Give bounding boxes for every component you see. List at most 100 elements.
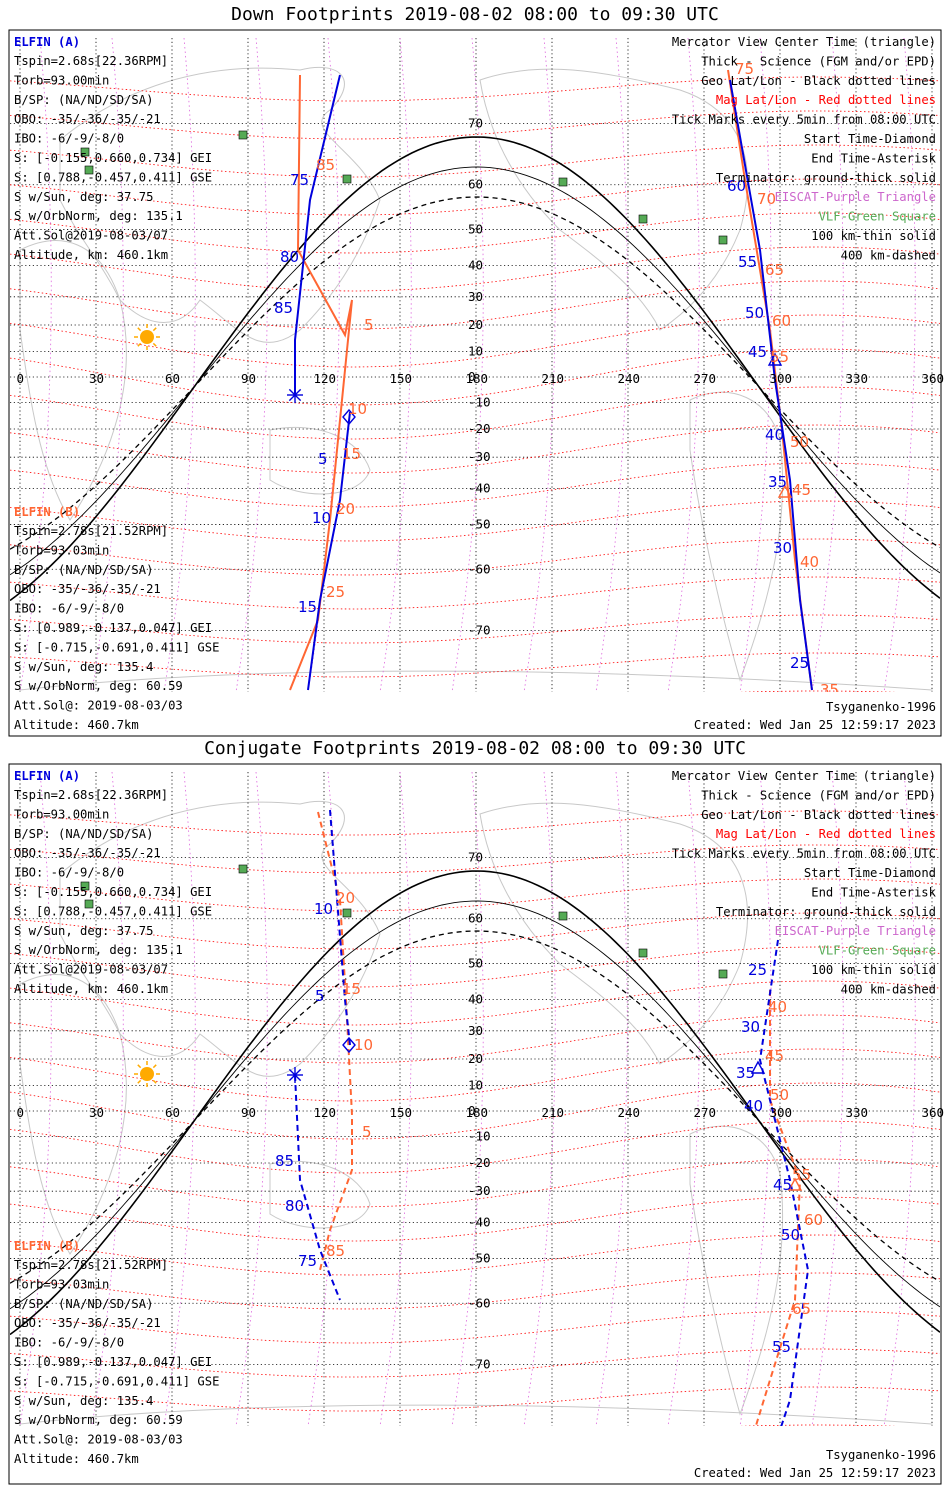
mag-meridian xyxy=(739,38,772,692)
longitude-tick-label: 270 xyxy=(694,1105,717,1120)
elfin-b-info-line: B/SP: (NA/ND/SD/SA) xyxy=(14,1297,153,1311)
elfin-b-info-line: OBO: -35/-36/-35/-21 xyxy=(14,582,161,596)
elfin-a-info-line: S w/Sun, deg: 37.75 xyxy=(14,190,153,204)
elfin-a-track xyxy=(758,939,810,1426)
longitude-tick-label: 120 xyxy=(314,1105,337,1120)
legend-line: 100 km-thin solid xyxy=(811,229,936,243)
longitude-tick-label: 360 xyxy=(922,371,945,386)
elfin-b-header: ELFIN (B) xyxy=(14,505,80,519)
elfin-a-tick-label: 25 xyxy=(790,654,809,672)
mag-parallel xyxy=(10,844,940,874)
sun-ray xyxy=(152,327,157,332)
panel-title-down: Down Footprints 2019-08-02 08:00 to 09:3… xyxy=(231,4,719,25)
mag-parallel xyxy=(10,1386,940,1412)
elfin-a-info-line: S w/OrbNorm, deg: 135.1 xyxy=(14,209,183,223)
start-time-diamond xyxy=(342,1036,356,1054)
elfin-a-tick-label: 30 xyxy=(773,539,792,557)
vlf-station-square xyxy=(80,147,90,157)
longitude-tick-label: 240 xyxy=(618,1105,641,1120)
mag-meridian xyxy=(811,38,844,692)
longitude-tick-label: 180 xyxy=(466,371,489,386)
mag-parallel xyxy=(10,348,940,406)
latitude-tick-label: -20 xyxy=(468,1155,491,1170)
vlf-station-square xyxy=(342,174,352,184)
continent-outline xyxy=(479,802,748,1065)
elfin-a-info-line: Att.Sol@2019-08-03/07 xyxy=(14,963,168,977)
model-footer: Tsyganenko-1996 xyxy=(826,700,936,714)
elfin-a-info-line: Att.Sol@2019-08-03/07 xyxy=(14,229,168,243)
elfin-a-info-line: Altitude, km: 460.1km xyxy=(14,248,168,262)
mag-meridian xyxy=(451,38,484,692)
legend-line: 400 km-dashed xyxy=(841,982,936,996)
mag-parallel xyxy=(10,110,940,140)
mag-meridian xyxy=(667,772,700,1426)
legend-line: End Time-Asterisk xyxy=(811,885,936,899)
center-time-triangle xyxy=(787,1177,803,1191)
elfin-a-track xyxy=(294,1074,341,1301)
elfin-a-tick-label: 40 xyxy=(744,1097,763,1115)
continent-outline xyxy=(689,1125,784,1416)
map-frame xyxy=(8,29,942,737)
elfin-b-info-line: S: [0.989,-0.137,0.047] GEI xyxy=(14,1355,212,1369)
mag-parallel xyxy=(738,690,898,692)
sun-ray xyxy=(137,1064,142,1069)
elfin-b-tick-label: 85 xyxy=(316,156,335,174)
mag-parallel xyxy=(10,212,940,254)
latitude-tick-label: 40 xyxy=(468,992,483,1007)
legend-line: EISCAT-Purple Triangle xyxy=(775,190,936,204)
legend-line: Mercator View Center Time (triangle) xyxy=(672,35,936,49)
elfin-b-info-line: B/SP: (NA/ND/SD/SA) xyxy=(14,563,153,577)
elfin-b-tick-label: 65 xyxy=(792,1300,811,1318)
sun-ray xyxy=(152,1079,157,1084)
mag-meridian xyxy=(739,772,772,1426)
elfin-a-info-line: Tspin=2.68s[22.36RPM] xyxy=(14,54,168,68)
latitude-tick-label: -30 xyxy=(468,449,491,464)
latitude-tick-label: -50 xyxy=(468,1251,491,1266)
legend-line: VLF-Green Square xyxy=(819,944,936,958)
elfin-b-info-line: S w/OrbNorm, deg: 60.59 xyxy=(14,679,183,693)
latitude-tick-label: -40 xyxy=(468,480,491,495)
mag-meridian xyxy=(595,38,628,692)
terminator-line xyxy=(10,196,940,550)
elfin-b-tick-label: 15 xyxy=(342,445,361,463)
created-footer: Created: Wed Jan 25 12:59:17 2023 xyxy=(694,1466,936,1480)
sun-icon xyxy=(140,330,154,344)
longitude-tick-label: 0 xyxy=(17,371,25,386)
sun-icon xyxy=(140,1067,154,1081)
latitude-tick-label: -50 xyxy=(468,517,491,532)
legend-line: Start Time-Diamond xyxy=(804,132,936,146)
mag-parallel xyxy=(10,424,940,474)
elfin-a-info-line: B/SP: (NA/ND/SD/SA) xyxy=(14,93,153,107)
mag-meridian xyxy=(91,772,124,1426)
mag-meridian xyxy=(19,772,52,1426)
legend-line: Start Time-Diamond xyxy=(804,866,936,880)
elfin-b-info-line: S: [-0.715,-0.691,0.411] GSE xyxy=(14,1374,219,1388)
mag-meridian xyxy=(883,772,916,1426)
continent-outline xyxy=(479,68,748,331)
legend-line: 100 km-thin solid xyxy=(811,963,936,977)
latitude-tick-label: -60 xyxy=(468,1295,491,1310)
elfin-a-info-line: OBO: -35/-36/-35/-21 xyxy=(14,112,161,126)
elfin-b-tick-label: 40 xyxy=(800,553,819,571)
panel-title-conjugate: Conjugate Footprints 2019-08-02 08:00 to… xyxy=(204,738,746,759)
legend-line: Thick - Science (FGM and/or EPD) xyxy=(701,54,936,68)
elfin-b-tick-label: 60 xyxy=(804,1211,823,1229)
terminator-line xyxy=(10,136,940,602)
elfin-a-info-line: Altitude, km: 460.1km xyxy=(14,982,168,996)
latitude-tick-label: -20 xyxy=(468,421,491,436)
elfin-b-tick-label: 65 xyxy=(765,261,784,279)
elfin-a-tick-label: 50 xyxy=(781,1226,800,1244)
latitude-tick-label: 10 xyxy=(468,343,483,358)
elfin-a-tick-label: 5 xyxy=(315,987,325,1005)
continent-outline xyxy=(59,800,381,1077)
mag-meridian xyxy=(523,38,556,692)
elfin-a-tick-label: 75 xyxy=(290,171,309,189)
latitude-tick-label: 70 xyxy=(468,850,483,865)
vlf-station-square xyxy=(718,969,728,979)
elfin-a-tick-label: 35 xyxy=(736,1064,755,1082)
mag-parallel xyxy=(10,1120,940,1174)
mag-parallel xyxy=(10,280,940,330)
latitude-tick-label: -10 xyxy=(468,395,491,410)
mag-meridian xyxy=(811,772,844,1426)
elfin-a-tick-label: 15 xyxy=(298,598,317,616)
